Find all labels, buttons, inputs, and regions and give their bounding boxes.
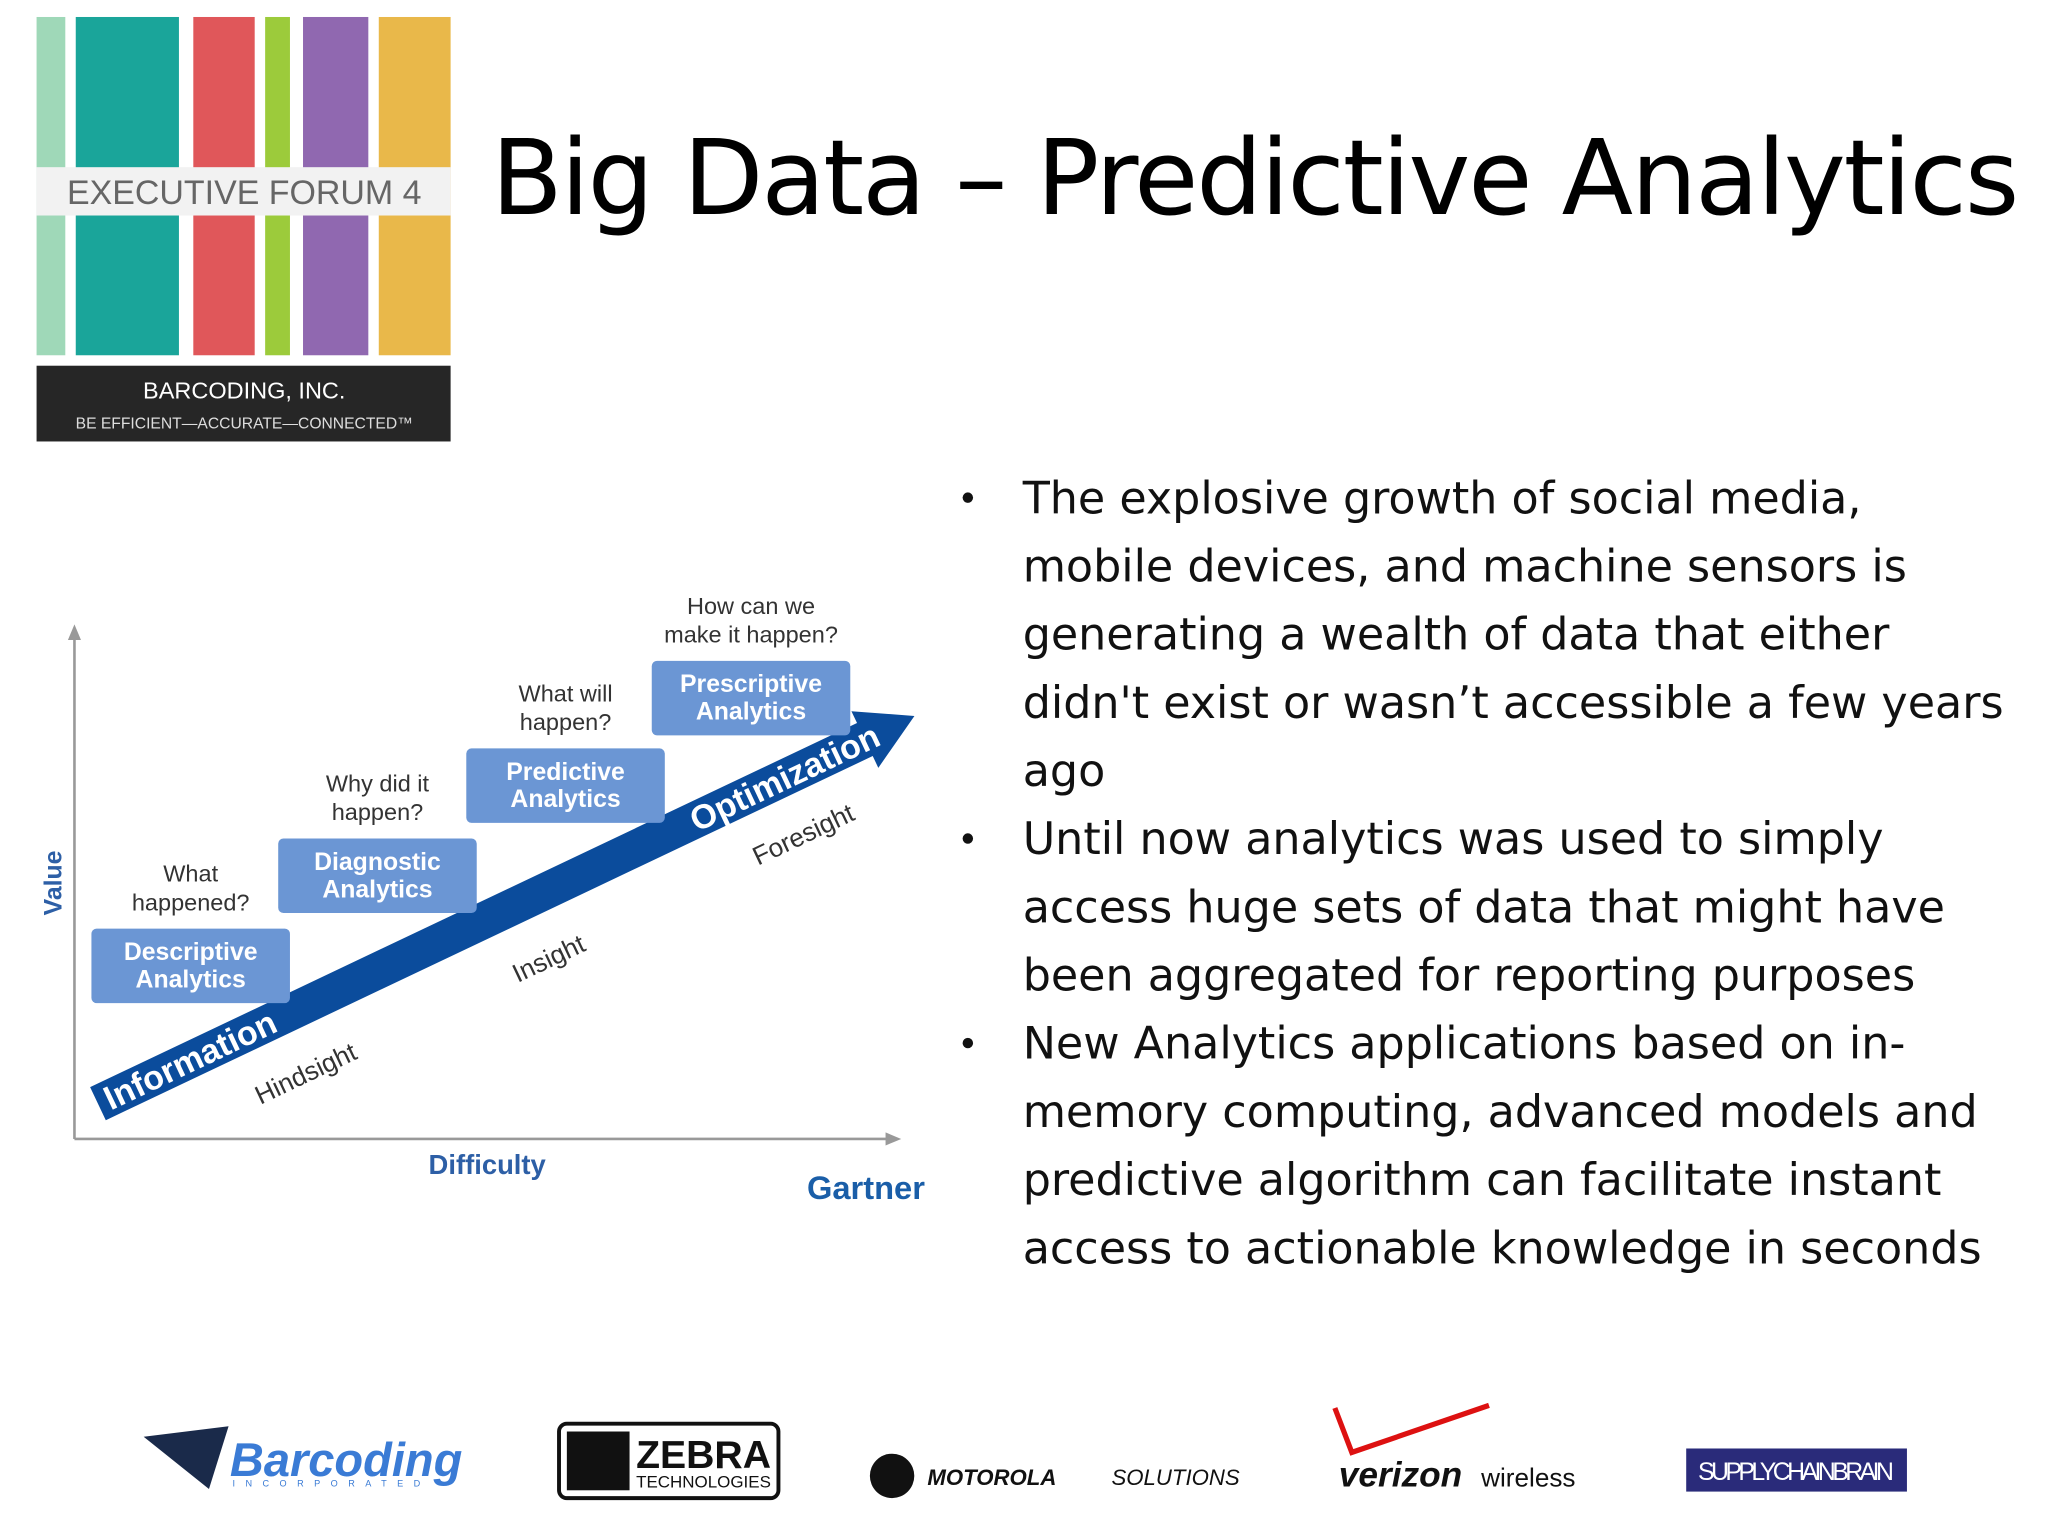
bullet-list: The explosive growth of social media, mob… — [962, 473, 2004, 1274]
y-axis-label: Value — [40, 851, 67, 916]
analytics-diagram: Value Difficulty Gartner Information Opt… — [40, 593, 925, 1206]
stage-label: Analytics — [136, 966, 246, 993]
stage-question: Why did it — [326, 771, 430, 797]
bullet-line: predictive algorithm can facilitate inst… — [1023, 1155, 1942, 1206]
sponsor-sub: wireless — [1480, 1462, 1575, 1492]
arrow-band — [90, 711, 915, 1121]
bullet-line: generating a wealth of data that either — [1023, 610, 1890, 661]
logo-bar — [36, 365, 451, 442]
stage-question: make it happen? — [664, 622, 838, 648]
stage-question: How can we — [687, 593, 815, 619]
sponsor-sub: SOLUTIONS — [1112, 1465, 1240, 1490]
slide-title: Big Data – Predictive Analytics — [491, 117, 2019, 239]
stage-question: What — [163, 861, 218, 887]
axis-arrow — [885, 1132, 902, 1146]
bullet-dot — [962, 1037, 974, 1049]
verizon-check — [1332, 1402, 1490, 1456]
stage-label: Analytics — [510, 786, 620, 813]
bullet-line: memory computing, advanced models and — [1023, 1087, 1978, 1138]
bullet-line: mobile devices, and machine sensors is — [1023, 541, 1907, 592]
sponsor: ZEBRA — [636, 1434, 771, 1477]
sponsor-sub: TECHNOLOGIES — [636, 1473, 771, 1492]
bullet-line: New Analytics applications based on in- — [1023, 1019, 1906, 1070]
bullet-line: The explosive growth of social media, — [1022, 473, 1862, 524]
sponsor: MOTOROLA — [927, 1465, 1056, 1490]
stage-label: Predictive — [506, 759, 625, 786]
bullet-line: access to actionable knowledge in second… — [1023, 1223, 1982, 1274]
stage-label: Descriptive — [124, 939, 258, 966]
sponsor: SUPPLYCHAINBRAIN — [1698, 1459, 1894, 1486]
stage-box — [466, 748, 665, 823]
bullet-line: Until now analytics was used to simply — [1023, 814, 1884, 865]
stage-question: happened? — [132, 889, 250, 915]
stage-box — [278, 838, 477, 913]
stage-label: Diagnostic — [314, 849, 441, 876]
x-axis-label: Difficulty — [429, 1149, 547, 1180]
logo-company: BARCODING, INC. — [143, 377, 345, 403]
bullet-line: didn't exist or wasn’t accessible a few … — [1023, 678, 2004, 729]
stage-question: happen? — [332, 799, 424, 825]
logo-band — [36, 167, 451, 216]
zebra-icon — [566, 1431, 630, 1491]
motorola-icon — [869, 1453, 915, 1499]
stage-box — [91, 928, 290, 1004]
stage-label: Prescriptive — [680, 671, 822, 698]
supplychain-box — [1686, 1448, 1907, 1492]
bullet-line: been aggregated for reporting purposes — [1023, 951, 1916, 1002]
sponsor: verizon — [1339, 1455, 1462, 1494]
bullet-dot — [962, 492, 974, 503]
stage-box — [651, 660, 851, 736]
logo-band-text: EXECUTIVE FORUM 4 — [67, 174, 422, 212]
bullet-line: ago — [1023, 746, 1106, 797]
sponsor: Barcoding — [230, 1433, 462, 1486]
sponsor-sub: INCORPORATED — [232, 1478, 430, 1488]
source: Gartner — [807, 1169, 925, 1206]
stage-label: Analytics — [322, 876, 432, 903]
stage-label: Analytics — [696, 699, 806, 726]
barcoding-icon — [143, 1426, 229, 1489]
stage-question: happen? — [520, 709, 612, 735]
bullet-dot — [962, 833, 974, 844]
sponsor-logos: Barcoding INCORPORATED ZEBRA TECHNOLOGIE… — [143, 1402, 1907, 1501]
stage-question: What will — [519, 680, 613, 706]
logo-tagline: BE EFFICIENT—ACCURATE—CONNECTED™ — [76, 415, 413, 432]
bullet-line: access huge sets of data that might have — [1023, 882, 1945, 933]
axis-arrow — [67, 624, 81, 640]
logo: EXECUTIVE FORUM 4 BARCODING, INC. BE EFF… — [36, 16, 451, 442]
